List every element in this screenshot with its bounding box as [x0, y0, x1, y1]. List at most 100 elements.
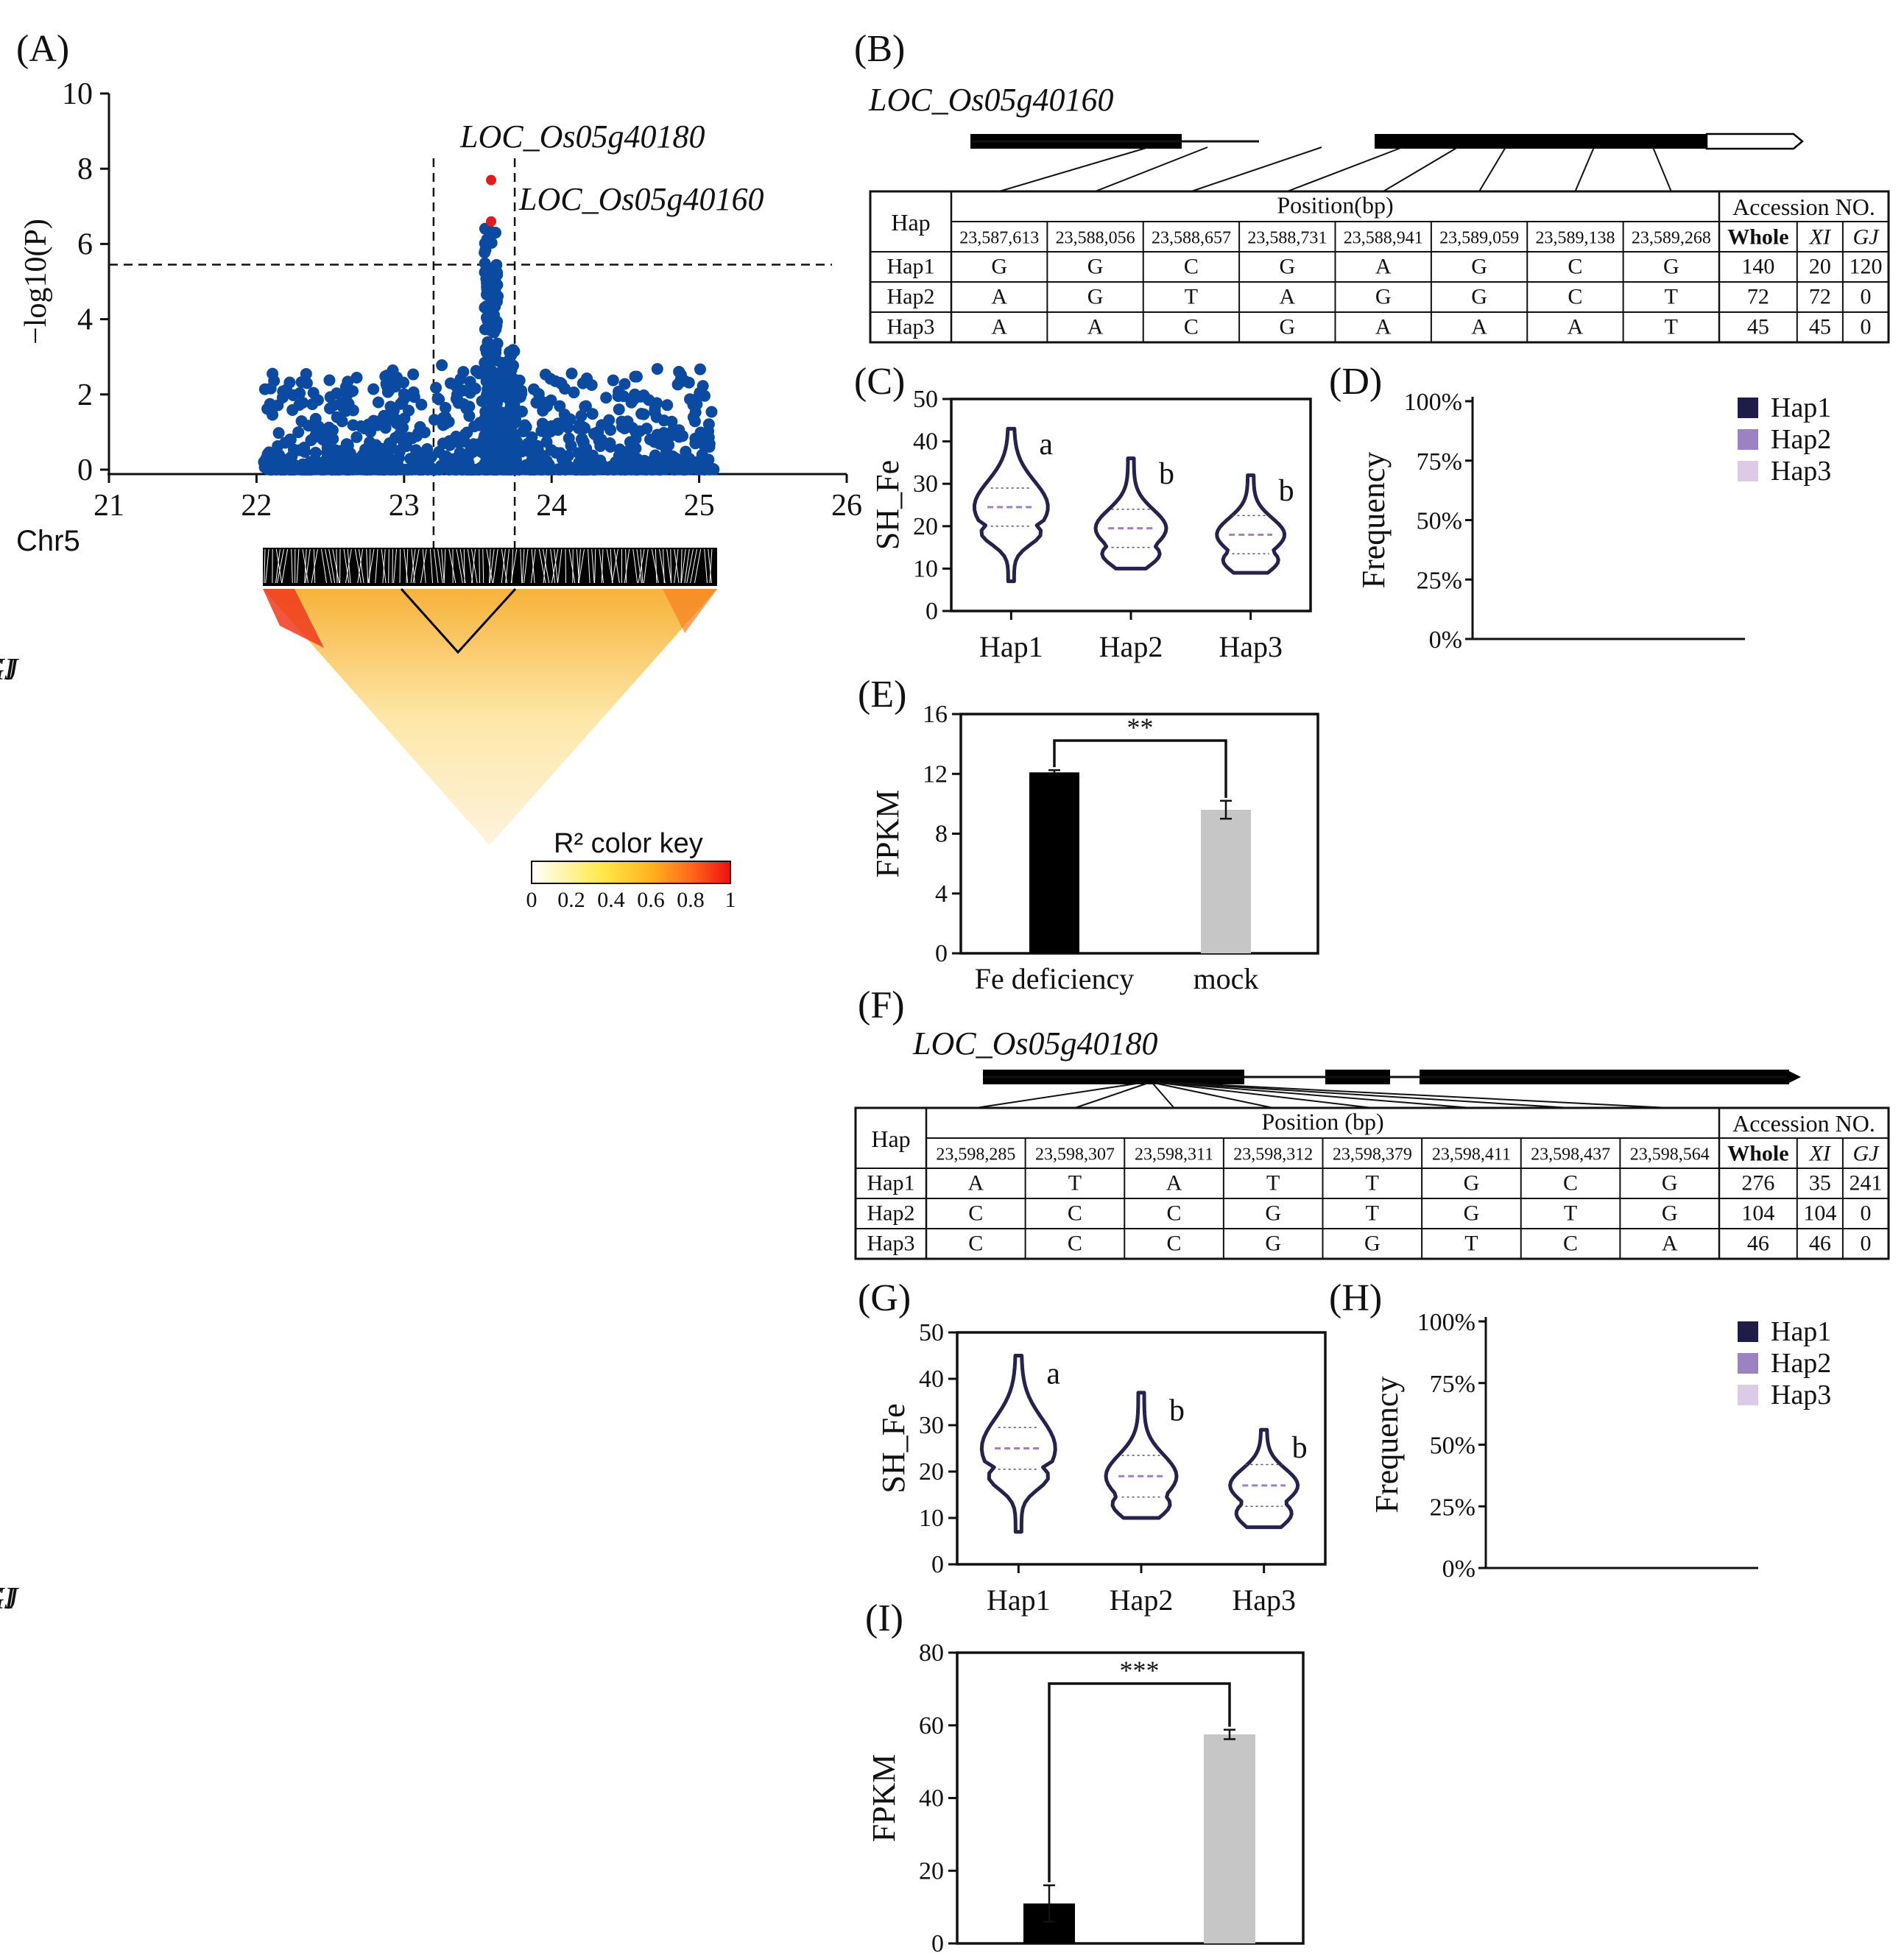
snp-comb-gap: [651, 548, 659, 584]
data-point: [532, 442, 544, 455]
violin-shape: [1215, 473, 1287, 575]
table-allele-cell: A: [1087, 315, 1104, 339]
gene-name-label: LOC_Os05g40160: [868, 82, 1114, 118]
data-point: [568, 386, 580, 399]
table-count-cell: 0: [1860, 285, 1871, 309]
snp-comb-gap: [704, 548, 708, 584]
snp-comb-gap: [551, 548, 559, 584]
legend-label: Hap1: [1771, 392, 1831, 423]
data-point: [565, 367, 578, 380]
data-point: [323, 374, 336, 386]
x-tick-label: 22: [241, 489, 272, 523]
r2-key-tick: 0.8: [677, 888, 705, 912]
data-point: [613, 443, 626, 456]
y-tick-label: 25%: [1417, 567, 1462, 594]
data-point: [440, 450, 453, 462]
data-point: [581, 372, 593, 385]
snp-comb-gap: [594, 548, 596, 584]
table-allele-cell: A: [1568, 315, 1584, 339]
data-point: [522, 445, 535, 457]
table-allele-cell: A: [967, 1171, 984, 1196]
table-allele-cell: T: [1665, 315, 1678, 339]
table-position-cell: 23,589,268: [1632, 229, 1711, 248]
data-point: [489, 285, 501, 297]
table-position-cell: 23,598,379: [1333, 1145, 1412, 1165]
snp-comb-gap: [359, 548, 364, 584]
table-allele-cell: C: [1068, 1232, 1082, 1256]
table-position-cell: 23,589,059: [1439, 229, 1519, 248]
snp-comb-gap: [686, 548, 694, 584]
y-tick-label: 50%: [1417, 508, 1462, 535]
y-tick-label: 30: [913, 470, 938, 498]
data-point: [372, 396, 384, 409]
data-point: [617, 390, 630, 403]
snp-comb-gap: [636, 548, 642, 584]
data-point: [401, 439, 413, 452]
table-allele-cell: C: [1563, 1232, 1578, 1256]
data-point: [375, 442, 388, 455]
data-point: [520, 459, 532, 471]
data-point: [691, 398, 703, 411]
x-tick-label: Hap3: [1232, 1583, 1296, 1617]
snp-comb-gap: [471, 548, 476, 584]
x-tick-label: Hap2: [1110, 1583, 1174, 1617]
x-tick-label: 21: [94, 489, 124, 523]
table-allele-cell: T: [1185, 285, 1198, 309]
significance-letter: a: [1046, 1357, 1060, 1391]
y-tick-label: 75%: [1417, 448, 1462, 476]
r2-key-tick: 1: [725, 888, 736, 912]
table-accession-col: GJ: [1852, 225, 1880, 249]
snp-comb-gap: [403, 548, 409, 584]
data-point: [440, 401, 452, 414]
snp-comb-gap: [655, 548, 657, 584]
data-point: [408, 391, 420, 403]
data-point: [261, 448, 274, 461]
x-tick-label: GJ: [0, 653, 20, 687]
snp-comb-gap: [493, 548, 498, 584]
top-snp-point: [486, 174, 497, 186]
data-point: [603, 414, 616, 426]
snp-connector: [1652, 146, 1672, 192]
snp-comb-gap: [479, 548, 481, 584]
bar: [1201, 810, 1251, 953]
data-point: [450, 431, 462, 443]
y-tick-label: 6: [77, 227, 93, 261]
data-point: [309, 446, 322, 459]
snp-comb-gap: [610, 548, 613, 584]
table-allele-cell: T: [1366, 1201, 1379, 1226]
data-point: [638, 408, 650, 420]
snp-comb-gap: [443, 548, 446, 584]
data-point: [600, 392, 613, 404]
table-hap-cell: Hap2: [887, 285, 935, 309]
table-position-cell: 23,598,564: [1630, 1145, 1710, 1165]
data-point: [359, 423, 371, 435]
table-accession-col: Whole: [1727, 225, 1788, 249]
data-point: [470, 364, 482, 377]
table-count-cell: 104: [1803, 1201, 1836, 1226]
snp-position-comb: [263, 548, 717, 586]
table-count-cell: 20: [1809, 255, 1831, 279]
data-point: [563, 432, 575, 445]
data-point: [307, 386, 320, 399]
ld-block-outline: [400, 587, 517, 654]
legend-swatch: [1738, 1385, 1758, 1405]
data-point: [272, 427, 285, 439]
table-allele-cell: C: [1568, 285, 1582, 309]
snp-comb-gap: [265, 548, 269, 584]
y-tick-label: 50: [919, 1319, 944, 1346]
snp-comb-gap: [643, 548, 649, 584]
snp-comb-gap: [530, 548, 536, 584]
data-point: [300, 367, 312, 380]
gene-arrow: [1786, 1070, 1801, 1084]
data-point: [378, 409, 390, 422]
data-point: [490, 392, 502, 404]
snp-connector: [1074, 1082, 1149, 1109]
table-allele-cell: A: [1662, 1232, 1678, 1256]
data-point: [620, 457, 632, 470]
table-hap-cell: Hap3: [887, 315, 935, 339]
snp-connector: [1383, 146, 1459, 192]
table-accession-header: Accession NO.: [1732, 1110, 1875, 1137]
data-point: [437, 437, 449, 450]
table-allele-cell: G: [1087, 255, 1104, 279]
data-point: [367, 383, 380, 395]
